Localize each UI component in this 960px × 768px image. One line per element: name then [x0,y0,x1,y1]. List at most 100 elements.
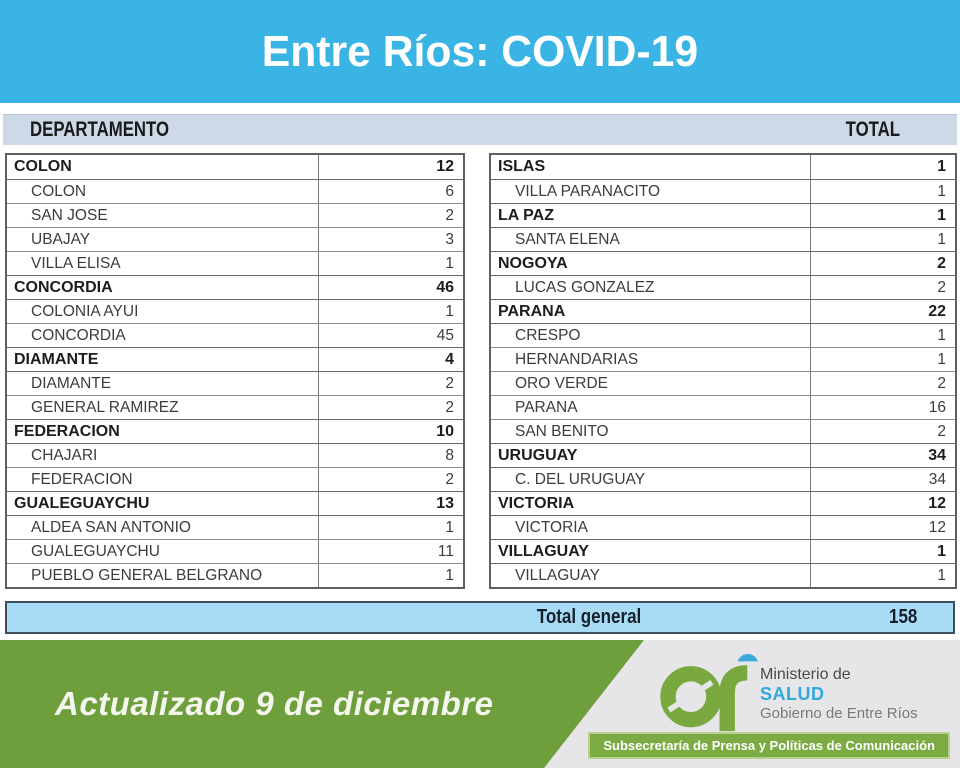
right-table: ISLAS 1 VILLA PARANACITO 1 LA PAZ 1 SANTA ELEN… [489,153,957,589]
locality-row: ALDEA SAN ANTONIO 1 [7,515,463,539]
locality-row: CRESPO 1 [491,323,955,347]
locality-count: 1 [318,252,463,275]
left-table: COLON 12 COLON 6 SAN JOSE 2 UBAJAY 3 VILLA ELISA… [5,153,465,589]
locality-name: PUEBLO GENERAL BELGRANO [31,566,263,584]
locality-name: CONCORDIA [31,326,126,344]
locality-name: UBAJAY [31,230,91,248]
logo-e-shape [660,666,722,728]
ministry-line2: SALUD [760,684,825,705]
page-title: Entre Ríos: COVID-19 [261,26,699,76]
department-row: GUALEGUAYCHU 13 [7,491,463,515]
locality-name: COLON [31,182,87,200]
locality-row: VICTORIA 12 [491,515,955,539]
locality-name: CRESPO [515,326,581,344]
department-total: 4 [318,348,463,371]
department-name: VICTORIA [498,494,575,512]
locality-count: 34 [810,468,955,491]
locality-name: HERNANDARIAS [515,350,639,368]
locality-name: PARANA [515,398,578,416]
locality-count: 2 [318,204,463,227]
locality-count: 12 [810,516,955,539]
locality-name: VILLAGUAY [515,566,601,584]
logo-r-shape [719,665,748,732]
department-row: URUGUAY 34 [491,443,955,467]
department-total: 2 [810,252,955,275]
logo-blue-dot [737,653,758,662]
locality-count: 11 [318,540,463,563]
department-total: 10 [318,420,463,443]
department-row: DIAMANTE 4 [7,347,463,371]
title-banner: Entre Ríos: COVID-19 [0,0,960,103]
locality-name: SANTA ELENA [515,230,620,248]
press-secretariat-ribbon: Subsecretaría de Prensa y Políticas de C… [588,732,950,759]
department-total: 1 [810,204,955,227]
locality-row: DIAMANTE 2 [7,371,463,395]
total-general-row: Total general 158 [5,601,955,634]
department-total: 13 [318,492,463,515]
updated-banner: Actualizado 9 de diciembre [0,640,644,768]
footer: Actualizado 9 de diciembre Ministerio de… [0,640,960,768]
department-total: 46 [318,276,463,299]
locality-count: 1 [810,324,955,347]
locality-count: 8 [318,444,463,467]
locality-row: VILLAGUAY 1 [491,563,955,587]
locality-row: ORO VERDE 2 [491,371,955,395]
locality-name: LUCAS GONZALEZ [515,278,655,296]
department-total: 12 [810,492,955,515]
locality-row: C. DEL URUGUAY 34 [491,467,955,491]
department-total: 22 [810,300,955,323]
locality-count: 6 [318,180,463,203]
department-name: LA PAZ [498,206,554,224]
department-name: COLON [14,158,72,175]
locality-row: VILLA PARANACITO 1 [491,179,955,203]
locality-count: 1 [318,516,463,539]
locality-name: SAN JOSE [31,206,108,224]
department-row: VICTORIA 12 [491,491,955,515]
department-row: CONCORDIA 46 [7,275,463,299]
department-name: VILLAGUAY [498,542,589,560]
locality-name: GENERAL RAMIREZ [31,398,179,416]
department-name: GUALEGUAYCHU [14,494,150,512]
locality-row: HERNANDARIAS 1 [491,347,955,371]
locality-row: CHAJARI 8 [7,443,463,467]
locality-count: 2 [810,372,955,395]
locality-count: 16 [810,396,955,419]
locality-count: 2 [318,468,463,491]
locality-row: GUALEGUAYCHU 11 [7,539,463,563]
ministry-text-block: Ministerio de SALUD Gobierno de Entre Rí… [760,666,918,722]
locality-row: LUCAS GONZALEZ 2 [491,275,955,299]
department-total: 12 [318,155,463,179]
locality-count: 2 [318,396,463,419]
department-row: FEDERACION 10 [7,419,463,443]
department-total: 1 [810,540,955,563]
locality-count: 1 [810,564,955,587]
locality-count: 1 [318,300,463,323]
locality-count: 1 [810,180,955,203]
locality-count: 2 [810,276,955,299]
column-header-bar: DEPARTAMENTO TOTAL [3,114,957,145]
department-name: PARANA [498,302,566,320]
locality-name: C. DEL URUGUAY [515,470,646,488]
locality-count: 45 [318,324,463,347]
department-name: FEDERACION [14,422,120,440]
locality-name: ORO VERDE [515,374,609,392]
press-secretariat-label: Subsecretaría de Prensa y Políticas de C… [603,738,935,753]
ministry-line1: Ministerio de [760,666,851,683]
department-name: DIAMANTE [14,350,99,368]
department-row: COLON 12 [7,155,463,179]
locality-name: FEDERACION [31,470,133,488]
locality-name: VICTORIA [515,518,588,536]
locality-row: COLON 6 [7,179,463,203]
locality-name: ALDEA SAN ANTONIO [31,518,191,536]
updated-date-text: Actualizado 9 de diciembre [55,685,494,722]
locality-row: COLONIA AYUI 1 [7,299,463,323]
department-name: NOGOYA [498,254,568,272]
ministry-line3: Gobierno de Entre Ríos [760,705,918,723]
locality-count: 3 [318,228,463,251]
locality-count: 2 [318,372,463,395]
locality-name: SAN BENITO [515,422,609,440]
locality-name: GUALEGUAYCHU [31,542,160,560]
logo-e-slash [667,679,714,713]
locality-row: FEDERACION 2 [7,467,463,491]
department-row: NOGOYA 2 [491,251,955,275]
